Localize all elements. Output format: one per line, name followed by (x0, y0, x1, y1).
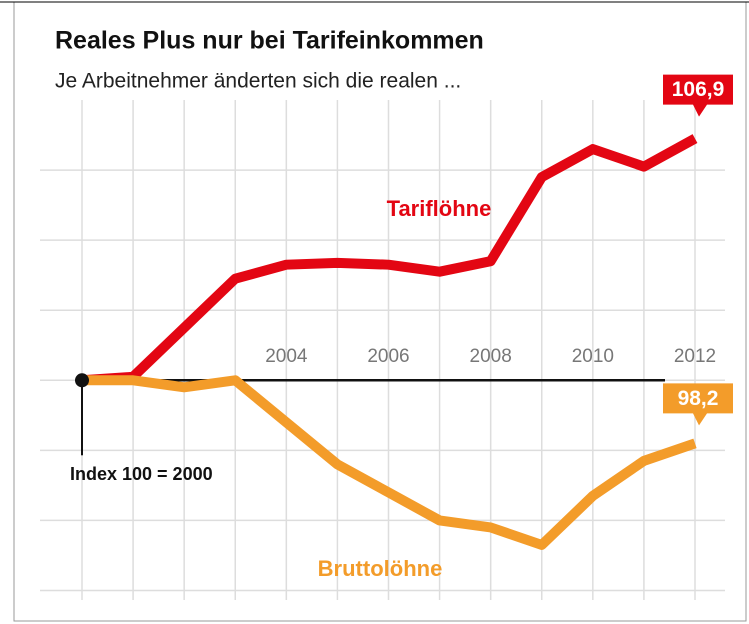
chart-title: Reales Plus nur bei Tarifeinkommen (55, 27, 484, 55)
value-label-box (663, 74, 733, 117)
series-line (82, 375, 697, 550)
plot: 2004 2006 2008 2010 2012 Tariflöhne 106,9 Brutt… (70, 74, 733, 581)
series-line (81, 134, 698, 386)
value-label-box (663, 383, 733, 426)
x-tick-label: 2010 (572, 346, 614, 367)
chart-subtitle: Je Arbeitnehmer änderten sich die realen… (55, 70, 461, 93)
x-tick-label: 2012 (674, 346, 716, 367)
x-tick-label: 2004 (265, 346, 308, 367)
x-tick-label: 2008 (470, 346, 512, 367)
frame (13, 1, 747, 622)
origin-dot (75, 373, 89, 388)
value-label: 106,9 (672, 78, 725, 101)
annotation: Index 100 = 2000 (70, 464, 213, 484)
series-label: Tariflöhne (387, 196, 492, 221)
series-label: Bruttolöhne (318, 556, 443, 581)
value-label: 98,2 (678, 387, 719, 410)
x-tick-label: 2006 (367, 346, 409, 367)
